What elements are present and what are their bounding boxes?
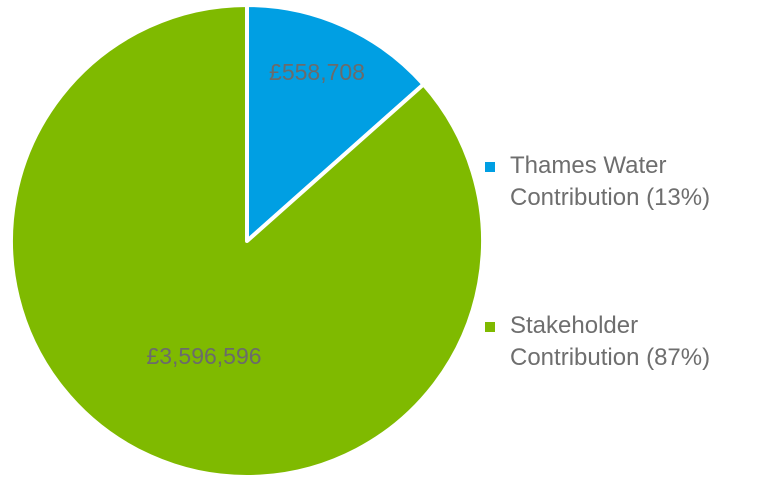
legend-label-stakeholder-line-1: Stakeholder bbox=[510, 312, 639, 339]
legend-item-stakeholder: Stakeholder Contribution (87%) bbox=[484, 310, 772, 374]
legend-swatch-stakeholder bbox=[485, 322, 495, 332]
pie-data-label-thames-water-contribution: £558,708 bbox=[269, 59, 365, 85]
pie-data-labels: £558,708 £3,596,596 bbox=[146, 59, 365, 369]
legend-item-thames-water: Thames Water Contribution (13%) bbox=[484, 150, 772, 214]
legend-label-thames-water-line-2: Contribution (13%) bbox=[510, 184, 711, 211]
pie-slice-stakeholder-contribution bbox=[9, 3, 485, 477]
legend-label-stakeholder-line-2: Contribution (87%) bbox=[510, 344, 711, 371]
legend-swatch-thames-water bbox=[485, 162, 495, 172]
pie-slice-thames-water-contribution bbox=[245, 3, 426, 243]
chart-legend: Thames Water Contribution (13%) Stakehol… bbox=[484, 150, 772, 374]
pie-slices bbox=[9, 3, 485, 477]
pie-data-label-stakeholder-contribution: £3,596,596 bbox=[146, 343, 261, 369]
legend-label-thames-water-line-1: Thames Water bbox=[510, 152, 667, 179]
